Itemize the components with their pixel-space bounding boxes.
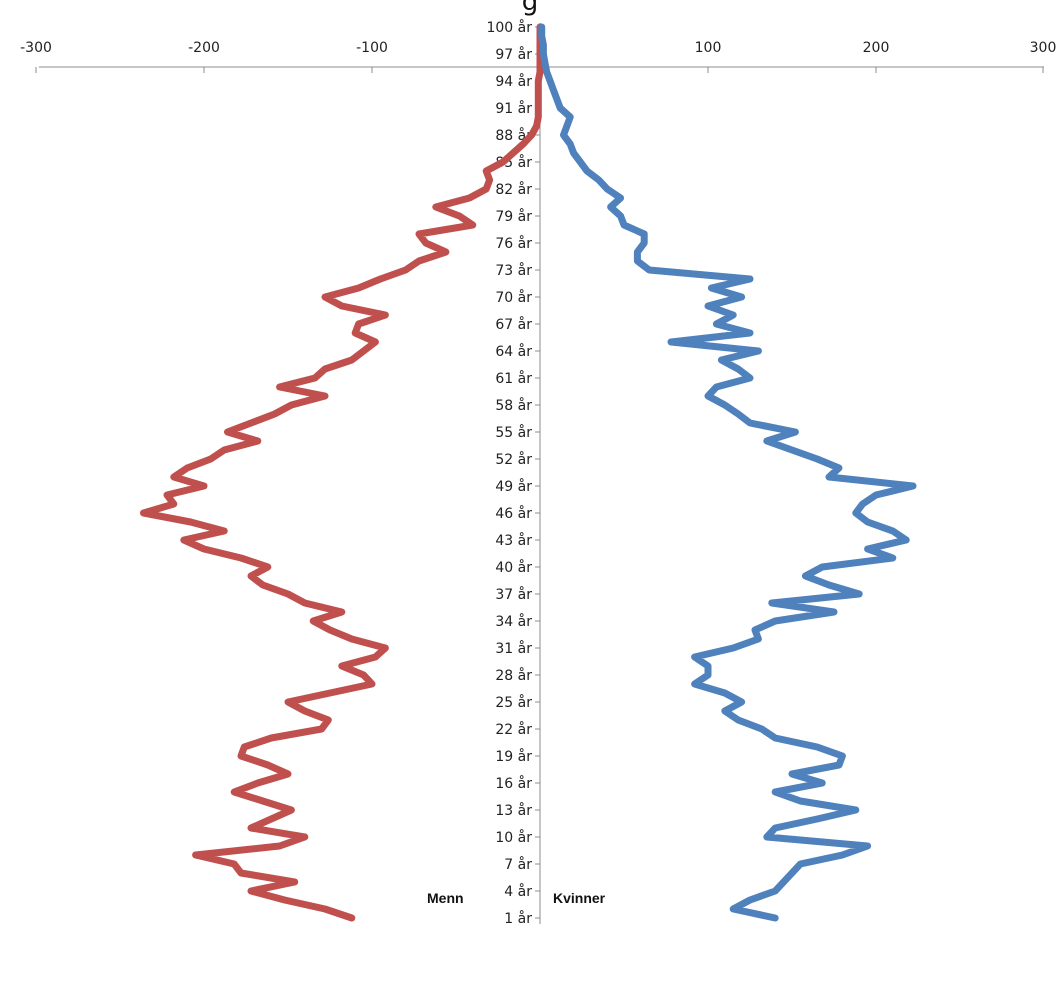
age-tick-label: 61 år xyxy=(495,370,532,387)
age-tick-label: 19 år xyxy=(495,748,532,765)
age-tick-label: 46 år xyxy=(495,505,532,522)
age-tick-label: 100 år xyxy=(486,19,532,36)
age-tick-label: 1 år xyxy=(504,910,532,927)
x-tick-label: -100 xyxy=(356,40,388,56)
age-tick-label: 94 år xyxy=(495,73,532,90)
chart-title: g xyxy=(521,0,539,17)
x-tick-label: 300 xyxy=(1030,40,1057,56)
age-tick-label: 67 år xyxy=(495,316,532,333)
age-tick-label: 10 år xyxy=(495,829,532,846)
age-axis: 1 år 4 år 7 år 10 år 13 år 16 år 19 år 22 år 25 … xyxy=(486,19,541,927)
age-tick-label: 40 år xyxy=(495,559,532,576)
x-tick-label: 100 xyxy=(695,40,722,56)
age-tick-label: 73 år xyxy=(495,262,532,279)
age-tick-label: 25 år xyxy=(495,694,532,711)
series-label-menn: Menn xyxy=(427,890,464,906)
age-tick-label: 82 år xyxy=(495,181,532,198)
age-axis-ticks: 1 år 4 år 7 år 10 år 13 år 16 år 19 år 22 år 25 … xyxy=(486,19,540,927)
series-lines xyxy=(140,23,917,922)
x-tick-label: -200 xyxy=(188,40,220,56)
x-tick-label: 200 xyxy=(863,40,890,56)
age-tick-label: 31 år xyxy=(495,640,532,657)
age-tick-label: 64 år xyxy=(495,343,532,360)
age-tick-label: 7 år xyxy=(504,856,532,873)
age-tick-label: 79 år xyxy=(495,208,532,225)
series-line-menn xyxy=(140,23,544,922)
age-tick-label: 97 år xyxy=(495,46,532,63)
age-tick-label: 4 år xyxy=(504,883,532,900)
age-tick-label: 34 år xyxy=(495,613,532,630)
age-tick-label: 55 år xyxy=(495,424,532,441)
age-tick-label: 91 år xyxy=(495,100,532,117)
age-tick-label: 43 år xyxy=(495,532,532,549)
age-tick-label: 22 år xyxy=(495,721,532,738)
age-tick-label: 13 år xyxy=(495,802,532,819)
x-tick-label: -300 xyxy=(20,40,52,56)
age-tick-label: 76 år xyxy=(495,235,532,252)
age-tick-label: 49 år xyxy=(495,478,532,495)
series-line-kvinner xyxy=(538,23,917,922)
age-tick-label: 70 år xyxy=(495,289,532,306)
age-tick-label: 52 år xyxy=(495,451,532,468)
age-tick-label: 37 år xyxy=(495,586,532,603)
age-tick-label: 58 år xyxy=(495,397,532,414)
age-tick-label: 16 år xyxy=(495,775,532,792)
series-label-kvinner: Kvinner xyxy=(553,890,606,906)
age-tick-label: 28 år xyxy=(495,667,532,684)
x-axis-ticks: -300 -200 -100 0 100 200 300 xyxy=(20,40,1056,73)
